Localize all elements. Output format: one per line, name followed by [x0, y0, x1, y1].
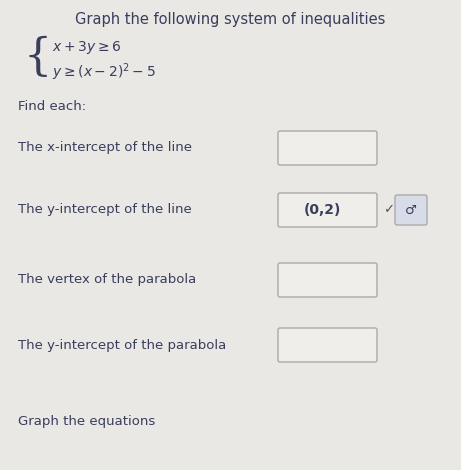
Text: ♂: ♂: [405, 204, 417, 217]
Text: ✓: ✓: [383, 204, 394, 217]
Text: The y-intercept of the line: The y-intercept of the line: [18, 204, 192, 217]
Text: The x-intercept of the line: The x-intercept of the line: [18, 141, 192, 155]
Text: Graph the equations: Graph the equations: [18, 415, 155, 428]
Text: Find each:: Find each:: [18, 100, 86, 113]
Text: (0,2): (0,2): [304, 203, 342, 217]
Text: Graph the following system of inequalities: Graph the following system of inequaliti…: [75, 12, 385, 27]
Text: $x + 3y \geq 6$: $x + 3y \geq 6$: [52, 39, 122, 55]
Text: The vertex of the parabola: The vertex of the parabola: [18, 274, 196, 287]
FancyBboxPatch shape: [278, 193, 377, 227]
Text: $y \geq (x - 2)^2 - 5$: $y \geq (x - 2)^2 - 5$: [52, 61, 156, 83]
Text: The y-intercept of the parabola: The y-intercept of the parabola: [18, 338, 226, 352]
Text: {: {: [24, 35, 52, 78]
FancyBboxPatch shape: [395, 195, 427, 225]
FancyBboxPatch shape: [278, 131, 377, 165]
FancyBboxPatch shape: [278, 328, 377, 362]
FancyBboxPatch shape: [278, 263, 377, 297]
